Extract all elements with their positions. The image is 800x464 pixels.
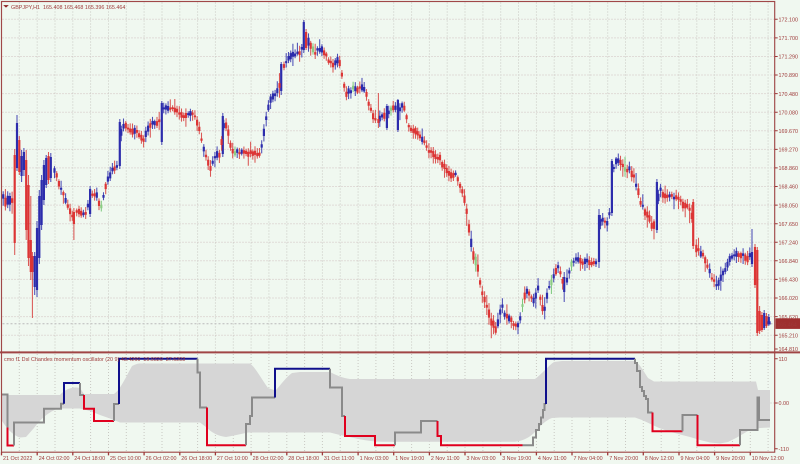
- svg-text:GBPJPY,H1 165.408 165.468 165: GBPJPY,H1 165.408 165.468 165.396 165.46…: [11, 5, 125, 11]
- svg-text:170.080: 170.080: [779, 110, 799, 116]
- svg-text:25 Oct 10:00: 25 Oct 10:00: [110, 456, 141, 462]
- svg-text:1 Nov 19:00: 1 Nov 19:00: [395, 456, 424, 462]
- svg-text:24 Oct 02:00: 24 Oct 02:00: [39, 456, 70, 462]
- svg-text:165.464: 165.464: [777, 322, 797, 328]
- svg-text:24 Oct 18:00: 24 Oct 18:00: [74, 456, 105, 462]
- svg-text:3 Nov 19:00: 3 Nov 19:00: [502, 456, 531, 462]
- svg-text:165.210: 165.210: [779, 333, 799, 339]
- svg-text:3 Nov 03:00: 3 Nov 03:00: [467, 456, 496, 462]
- svg-text:168.860: 168.860: [779, 166, 799, 172]
- svg-text:168.460: 168.460: [779, 185, 799, 191]
- svg-text:167.240: 167.240: [779, 241, 799, 247]
- svg-text:167.650: 167.650: [779, 222, 799, 228]
- svg-text:172.100: 172.100: [779, 18, 799, 24]
- svg-text:166.020: 166.020: [779, 296, 799, 302]
- svg-text:9 Nov 04:00: 9 Nov 04:00: [681, 456, 710, 462]
- svg-text:2 Nov 11:00: 2 Nov 11:00: [431, 456, 460, 462]
- svg-text:169.670: 169.670: [779, 129, 799, 135]
- svg-text:166.840: 166.840: [779, 259, 799, 265]
- svg-text:cmo f1 Dsl Chandes momentum os: cmo f1 Dsl Chandes momentum oscillator (…: [4, 357, 185, 363]
- svg-text:-110: -110: [779, 447, 789, 453]
- svg-text:27 Oct 10:00: 27 Oct 10:00: [217, 456, 248, 462]
- svg-text:166.430: 166.430: [779, 278, 799, 284]
- svg-text:171.290: 171.290: [779, 55, 799, 61]
- svg-text:164.810: 164.810: [779, 347, 799, 353]
- svg-text:28 Oct 18:00: 28 Oct 18:00: [288, 456, 319, 462]
- svg-text:170.890: 170.890: [779, 73, 799, 79]
- svg-text:0.00: 0.00: [779, 401, 790, 407]
- svg-text:7 Nov 20:00: 7 Nov 20:00: [609, 456, 638, 462]
- svg-text:170.480: 170.480: [779, 92, 799, 98]
- svg-text:168.050: 168.050: [779, 203, 799, 209]
- svg-text:26 Oct 18:00: 26 Oct 18:00: [181, 456, 212, 462]
- svg-text:4 Nov 11:00: 4 Nov 11:00: [538, 456, 567, 462]
- svg-text:169.270: 169.270: [779, 148, 799, 154]
- svg-text:10 Nov 12:00: 10 Nov 12:00: [752, 456, 784, 462]
- svg-text:28 Oct 02:00: 28 Oct 02:00: [253, 456, 284, 462]
- svg-text:9 Nov 20:00: 9 Nov 20:00: [716, 456, 745, 462]
- svg-text:26 Oct 02:00: 26 Oct 02:00: [146, 456, 177, 462]
- svg-text:165.620: 165.620: [779, 315, 799, 321]
- svg-text:110: 110: [779, 357, 788, 363]
- svg-text:8 Nov 12:00: 8 Nov 12:00: [645, 456, 674, 462]
- svg-text:1 Nov 03:00: 1 Nov 03:00: [360, 456, 389, 462]
- svg-text:7 Nov 04:00: 7 Nov 04:00: [574, 456, 603, 462]
- svg-text:21 Oct 2022: 21 Oct 2022: [3, 456, 32, 462]
- svg-text:171.700: 171.700: [779, 36, 799, 42]
- svg-text:31 Oct 11:00: 31 Oct 11:00: [324, 456, 354, 462]
